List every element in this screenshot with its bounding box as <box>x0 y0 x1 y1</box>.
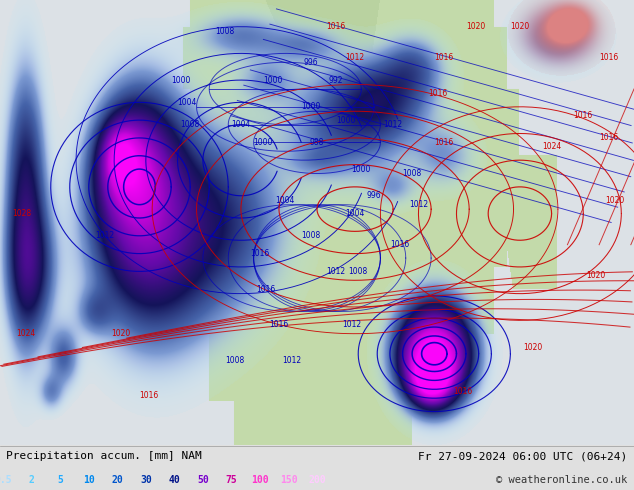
Text: 1020: 1020 <box>510 22 529 31</box>
Text: 1008: 1008 <box>225 356 244 365</box>
Text: 1016: 1016 <box>139 392 158 400</box>
Text: 996: 996 <box>366 191 382 200</box>
Text: 1016: 1016 <box>574 111 593 120</box>
Text: 1020: 1020 <box>111 329 130 338</box>
Text: 1012: 1012 <box>384 120 403 129</box>
Text: 1004: 1004 <box>346 209 365 218</box>
Text: 150: 150 <box>280 475 297 485</box>
Text: 1012: 1012 <box>409 200 428 209</box>
Text: 1000: 1000 <box>263 75 282 85</box>
Text: 1016: 1016 <box>257 285 276 294</box>
Text: 1016: 1016 <box>390 240 409 249</box>
Text: 1016: 1016 <box>599 53 618 62</box>
Text: 1016: 1016 <box>269 320 288 329</box>
Text: 1016: 1016 <box>428 89 447 98</box>
Text: 1012: 1012 <box>327 267 346 276</box>
Text: 2: 2 <box>29 475 35 485</box>
Text: 1008: 1008 <box>403 169 422 178</box>
Text: 1016: 1016 <box>250 249 269 258</box>
Text: 5: 5 <box>57 475 63 485</box>
Text: 50: 50 <box>197 475 209 485</box>
Text: 1024: 1024 <box>16 329 35 338</box>
Text: 1008: 1008 <box>216 26 235 36</box>
Text: 1000: 1000 <box>336 116 355 124</box>
Text: 1024: 1024 <box>542 142 561 151</box>
Text: 1000: 1000 <box>171 75 190 85</box>
Text: 1008: 1008 <box>181 120 200 129</box>
Text: 1020: 1020 <box>586 271 605 280</box>
Text: 996: 996 <box>303 58 318 67</box>
Text: 1012: 1012 <box>342 320 361 329</box>
Text: 1020: 1020 <box>523 343 542 351</box>
Text: 1004: 1004 <box>276 196 295 205</box>
Text: 1016: 1016 <box>327 22 346 31</box>
Text: 20: 20 <box>112 475 123 485</box>
Text: 1004: 1004 <box>178 98 197 107</box>
Text: 75: 75 <box>226 475 237 485</box>
Text: © weatheronline.co.uk: © weatheronline.co.uk <box>496 475 628 485</box>
Text: 992: 992 <box>329 75 343 85</box>
Text: 1000: 1000 <box>352 165 371 173</box>
Text: 988: 988 <box>310 138 324 147</box>
Text: 1012: 1012 <box>282 356 301 365</box>
Text: 1012: 1012 <box>95 231 114 240</box>
Text: 1000: 1000 <box>301 102 320 111</box>
Text: 1016: 1016 <box>599 133 618 143</box>
Text: 0.5: 0.5 <box>0 475 12 485</box>
Text: 1008: 1008 <box>301 231 320 240</box>
Text: 1012: 1012 <box>346 53 365 62</box>
Text: 10: 10 <box>83 475 94 485</box>
Text: 1016: 1016 <box>453 387 472 396</box>
Text: Fr 27-09-2024 06:00 UTC (06+24): Fr 27-09-2024 06:00 UTC (06+24) <box>418 451 628 461</box>
Text: 1028: 1028 <box>13 209 32 218</box>
Text: 1016: 1016 <box>434 53 453 62</box>
Text: 100: 100 <box>251 475 269 485</box>
Text: 1008: 1008 <box>349 267 368 276</box>
Text: 1004: 1004 <box>231 120 250 129</box>
Text: 1016: 1016 <box>434 138 453 147</box>
Text: Precipitation accum. [mm] NAM: Precipitation accum. [mm] NAM <box>6 451 202 461</box>
Text: 1020: 1020 <box>605 196 624 205</box>
Text: 40: 40 <box>169 475 180 485</box>
Text: 30: 30 <box>140 475 152 485</box>
Text: 1020: 1020 <box>466 22 485 31</box>
Text: 1000: 1000 <box>254 138 273 147</box>
Text: 200: 200 <box>308 475 326 485</box>
